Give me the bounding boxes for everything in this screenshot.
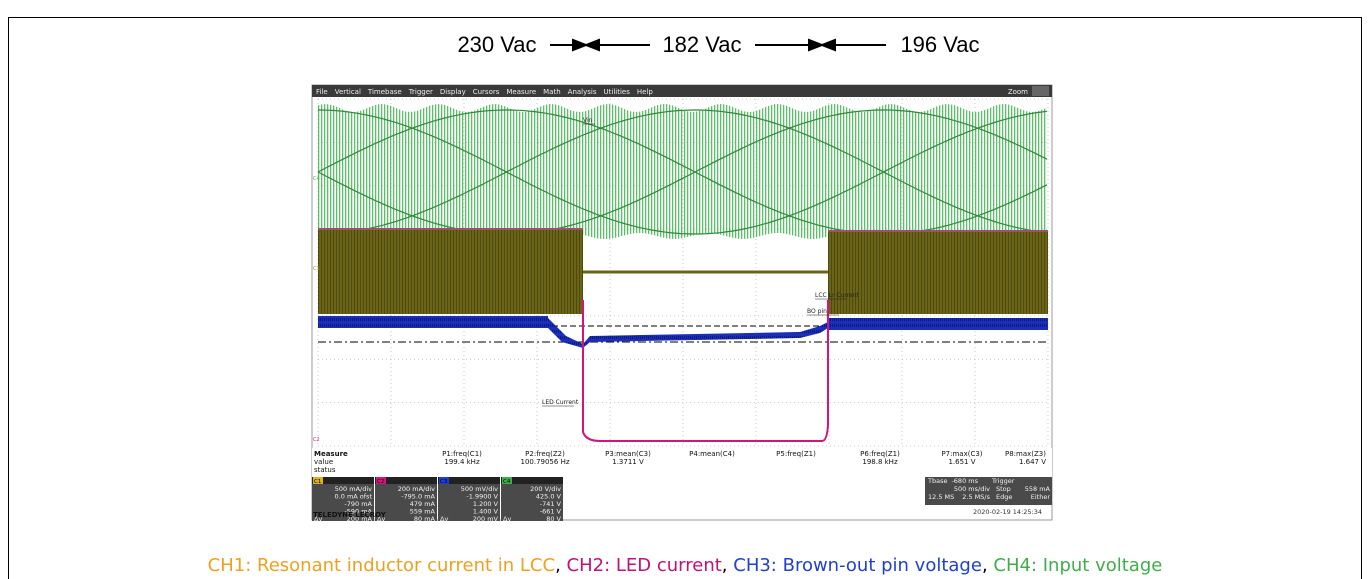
- timebase-text: 12.5 MS: [928, 493, 954, 501]
- measure-value: 1.3711 V: [612, 458, 644, 466]
- trace-label: LCC Lr Current: [815, 292, 860, 299]
- channel-marker: C1: [313, 266, 320, 272]
- caption-part: ,: [722, 555, 733, 576]
- header-label: 196 Vac: [900, 32, 979, 57]
- measure-row-label: Measure: [314, 450, 348, 458]
- menu-item: Cursors: [473, 88, 500, 96]
- trace-label: Vin: [583, 117, 593, 124]
- measure-value: 199.4 kHz: [444, 458, 480, 466]
- figure: 230 Vac 182 Vac 196 Vac Vin LCC Lr Curren…: [0, 0, 1370, 579]
- measure-name: P4:mean(C4): [689, 450, 735, 458]
- brand: TELEDYNE LECROY: [313, 511, 387, 519]
- measure-name: P2:freq(Z2): [525, 450, 565, 458]
- measure-name: P6:freq(Z1): [860, 450, 900, 458]
- timebase-text: Tbase: [927, 477, 947, 485]
- header-label: 230 Vac: [457, 32, 536, 57]
- channel-marker: C4: [313, 176, 320, 182]
- page: {"header":{"labels":["230 Vac","182 Vac"…: [0, 0, 1370, 579]
- measure-name: P3:mean(C3): [605, 450, 651, 458]
- ch1-trace: [828, 230, 1048, 314]
- timebase-text: Either: [1031, 493, 1051, 501]
- caption-part: ,: [982, 555, 993, 576]
- menu-item: Display: [440, 88, 466, 96]
- ch3-trace: [828, 318, 1048, 330]
- caption-part: CH4: Input voltage: [993, 555, 1162, 576]
- timestamp: 2020-02-19 14:25:34: [973, 508, 1042, 516]
- channel-marker: C2: [313, 437, 320, 443]
- channel-id: C3: [440, 479, 448, 485]
- measure-row-label: status: [314, 466, 336, 474]
- measure-name: P8:max(Z3): [1005, 450, 1046, 458]
- menu-item: Timebase: [367, 88, 402, 96]
- channel-id: C1: [314, 479, 321, 485]
- measure-value: 1.651 V: [948, 458, 975, 466]
- measure-name: P1:freq(C1): [442, 450, 482, 458]
- channel-row: 80 mA: [414, 515, 436, 523]
- measure-name: P5:freq(Z1): [776, 450, 816, 458]
- measure-value: 100.79056 Hz: [520, 458, 569, 466]
- channel-row: 200 mV: [473, 515, 499, 523]
- measure-name: P7:max(C3): [941, 450, 982, 458]
- ch3-trace: [318, 316, 548, 328]
- caption-part: CH2: LED current: [567, 555, 722, 576]
- measure-value: 198.8 kHz: [862, 458, 898, 466]
- menu-item: Trigger: [408, 88, 433, 96]
- timebase-text: -680 ms: [951, 477, 978, 485]
- timebase-text: 558 mA: [1025, 485, 1051, 493]
- menu-item: File: [316, 88, 328, 96]
- menu-item: Help: [637, 88, 654, 96]
- measure-value: 1.647 V: [1019, 458, 1046, 466]
- trace-label: LED Current: [542, 399, 579, 406]
- timebase-text: Trigger: [991, 477, 1015, 485]
- timebase-text: 500 ms/div: [954, 485, 990, 493]
- caption: CH1: Resonant inductor current in LCC, C…: [0, 555, 1370, 576]
- timebase-text: Stop: [996, 485, 1011, 493]
- caption-part: CH3: Brown-out pin voltage: [733, 555, 982, 576]
- header: 230 Vac 182 Vac 196 Vac: [457, 32, 979, 57]
- channel-id: C2: [377, 479, 384, 485]
- timebase-text: 2.5 MS/s: [962, 493, 990, 501]
- delta-label: Δy: [440, 515, 448, 523]
- menu-item: Measure: [506, 88, 536, 96]
- delta-label: Δy: [503, 515, 511, 523]
- caption-part: ,: [555, 555, 566, 576]
- caption-part: CH1: Resonant inductor current in LCC: [208, 555, 555, 576]
- menu-item: Vertical: [335, 88, 361, 96]
- header-label: 182 Vac: [662, 32, 741, 57]
- ch4-trace: [318, 104, 1046, 239]
- trace-label: BO pin: [807, 308, 827, 315]
- ch1-trace: [318, 228, 583, 314]
- menu-item: Utilities: [604, 88, 631, 96]
- timebase-text: Edge: [996, 493, 1012, 501]
- zoom-button: Zoom: [1008, 88, 1028, 96]
- menu-item: Math: [543, 88, 561, 96]
- channel-row: 80 V: [546, 515, 561, 523]
- scope-screenshot: Vin LCC Lr Current BO pin LED Current C4 C1 C2…: [312, 85, 1052, 523]
- undo-button: [1032, 86, 1049, 96]
- measure-row-label: value: [314, 458, 333, 466]
- channel-id: C4: [503, 479, 511, 485]
- menu-item: Analysis: [568, 88, 597, 96]
